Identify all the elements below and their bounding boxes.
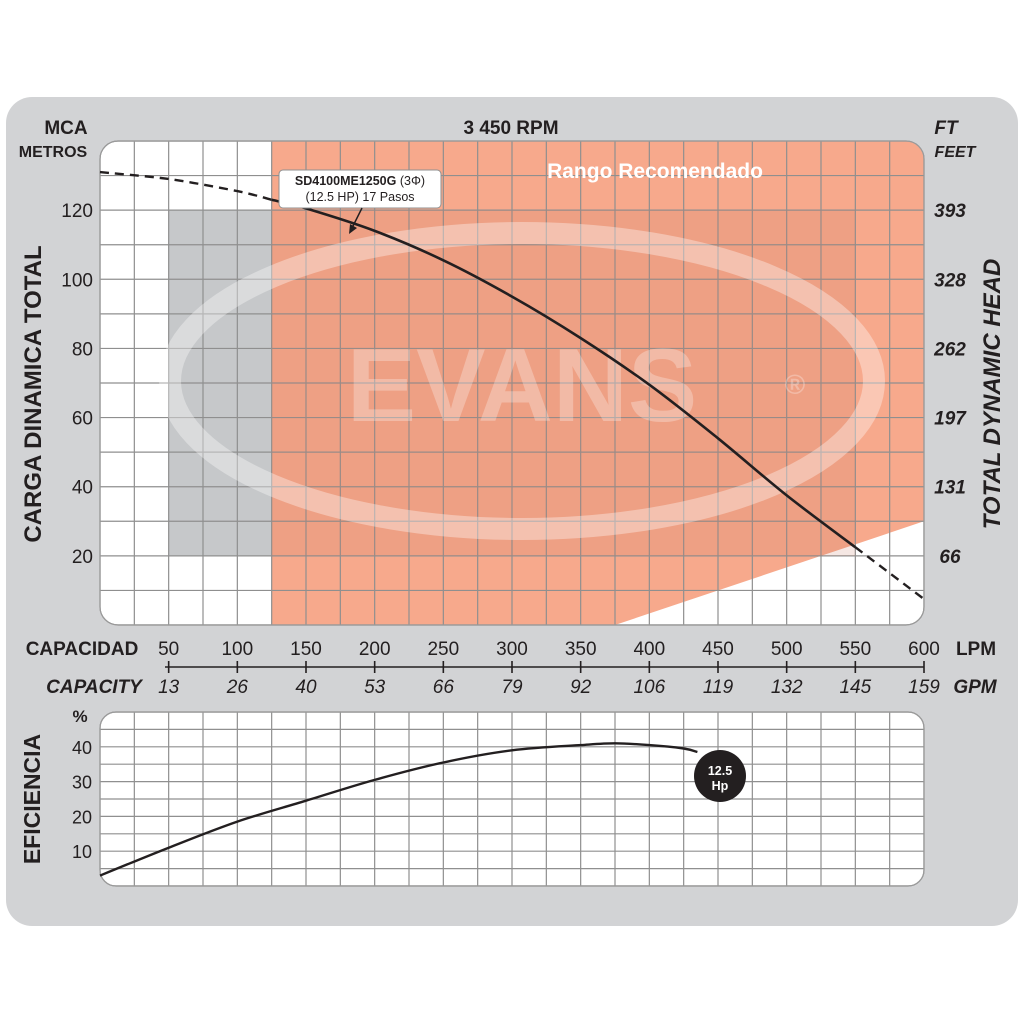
- eff-y-tick: 30: [72, 773, 92, 793]
- head-curve-group: [99, 170, 925, 601]
- y-tick-left: 120: [61, 201, 93, 222]
- x-tick-label-secondary: 132: [771, 677, 803, 698]
- x-tick-label: 350: [565, 639, 597, 660]
- x-axis-label-secondary: CAPACITY: [46, 677, 144, 698]
- x-tick-label-secondary: 145: [839, 677, 871, 698]
- curve-model: SD4100ME1250G: [295, 174, 396, 188]
- left-unit-bottom: METROS: [19, 144, 88, 161]
- y-tick-right: 262: [933, 339, 966, 360]
- x-tick-label-secondary: 119: [703, 677, 734, 698]
- x-tick-label-secondary: 106: [633, 677, 665, 698]
- badge-unit: Hp: [712, 779, 729, 793]
- y-tick-left: 60: [72, 409, 93, 430]
- evans-watermark: EVANS ®: [347, 328, 806, 444]
- right-unit-top: FT: [934, 118, 959, 139]
- x-tick-label-secondary: 92: [570, 677, 592, 698]
- x-tick-label-secondary: 53: [364, 677, 386, 698]
- x-ticks: 50 13 100 26 150 40 200 53 250 66 300 79 350 92 400 106…: [158, 639, 940, 698]
- x-tick-label-secondary: 13: [158, 677, 180, 698]
- operating-band: [271, 210, 856, 556]
- efficiency-end-badge: 12.5 Hp: [694, 750, 746, 802]
- svg-text:SD4100ME1250G (3Φ): SD4100ME1250G (3Φ): [295, 174, 425, 188]
- y-tick-right: 197: [934, 409, 967, 430]
- curve-spec: (12.5 HP) 17 Pasos: [305, 190, 414, 204]
- x-tick-label: 550: [839, 639, 871, 660]
- x-tick-label: 600: [908, 639, 940, 660]
- eff-y-tick: 10: [72, 842, 92, 862]
- curve-phase: (3Φ): [396, 174, 425, 188]
- eff-y-tick: 40: [72, 738, 92, 758]
- efficiency-unit: %: [72, 707, 87, 726]
- head-curve-solid: [271, 198, 857, 549]
- efficiency-curve-group: [99, 742, 698, 877]
- curve-label-arrowhead: [349, 224, 357, 234]
- y-axis-label-right: TOTAL DYNAMIC HEAD: [979, 259, 1006, 530]
- x-tick-label-secondary: 66: [433, 677, 455, 698]
- y-tick-right: 393: [934, 201, 966, 222]
- chart-title: 3 450 RPM: [463, 118, 558, 139]
- left-unit-top: MCA: [44, 118, 88, 139]
- x-axis-unit: LPM: [956, 639, 996, 660]
- right-unit-bottom: FEET: [935, 144, 977, 161]
- curve-label-pointer: [351, 207, 363, 229]
- y-tick-right: 66: [939, 547, 961, 568]
- watermark-ellipse: [159, 222, 885, 540]
- x-tick-label-secondary: 79: [501, 677, 523, 698]
- x-tick-label: 500: [771, 639, 803, 660]
- curve-label: SD4100ME1250G (3Φ) (12.5 HP) 17 Pasos: [278, 169, 442, 234]
- watermark-registered-mark: ®: [785, 369, 806, 400]
- x-tick-label: 100: [221, 639, 253, 660]
- y-axis-label-left: CARGA DINAMICA TOTAL: [20, 245, 47, 542]
- x-tick-label: 150: [290, 639, 322, 660]
- x-tick-label-secondary: 159: [908, 677, 940, 698]
- x-tick-label: 450: [702, 639, 734, 660]
- x-tick-label: 400: [633, 639, 665, 660]
- badge-power: 12.5: [708, 764, 732, 778]
- x-tick-label: 300: [496, 639, 528, 660]
- head-curve-dashed-end: [854, 546, 925, 601]
- efficiency-axis-label: EFICIENCIA: [19, 734, 45, 864]
- y-tick-right: 131: [934, 478, 966, 499]
- x-axis-label: CAPACIDAD: [26, 639, 139, 660]
- y-tick-left: 80: [72, 339, 93, 360]
- efficiency-curve: [99, 742, 698, 877]
- x-tick-label-secondary: 26: [226, 677, 249, 698]
- y-tick-left: 20: [72, 547, 93, 568]
- efficiency-y-ticks: 10 20 30 40: [72, 738, 92, 862]
- x-tick-label: 250: [427, 639, 459, 660]
- y-ticks-right: 66 131 197 262 328 393: [933, 201, 967, 568]
- eff-y-tick: 20: [72, 807, 92, 827]
- y-ticks-left: 20 40 60 80 100 120: [61, 201, 93, 568]
- y-tick-left: 100: [61, 270, 93, 291]
- recommended-range-label: Rango Recomendado: [547, 160, 763, 183]
- y-tick-left: 40: [72, 478, 93, 499]
- x-tick-label-secondary: 40: [295, 677, 317, 698]
- x-axis-unit-secondary: GPM: [953, 677, 997, 698]
- watermark-text: EVANS: [347, 328, 698, 444]
- x-tick-label: 200: [359, 639, 391, 660]
- x-tick-label: 50: [158, 639, 179, 660]
- y-tick-right: 328: [934, 270, 966, 291]
